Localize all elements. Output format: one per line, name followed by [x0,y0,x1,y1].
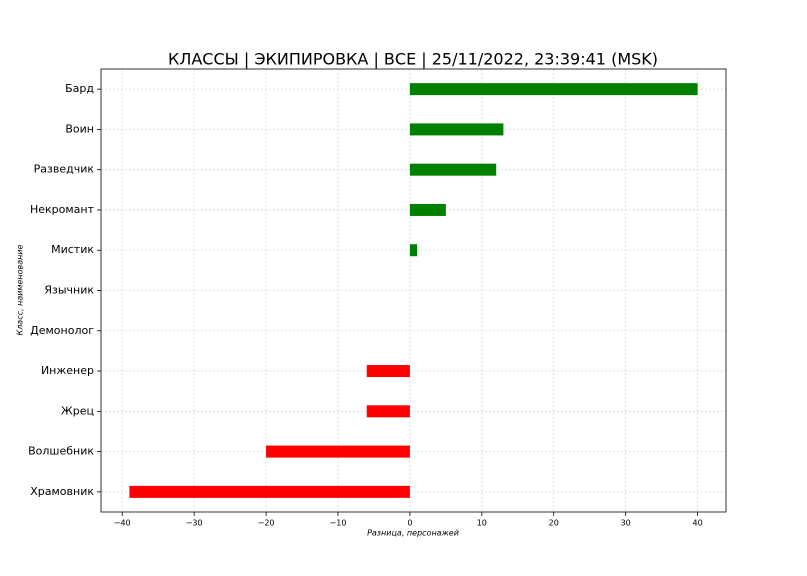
y-tick-label: Воин [65,122,94,135]
y-tick-label: Демонолог [30,324,94,337]
x-tick-label: −10 [330,519,347,528]
y-tick-label: Волшебник [28,445,94,458]
bar [129,485,410,498]
bar [409,83,698,96]
plot-frame [100,68,727,513]
x-tick-label: 10 [477,519,487,528]
bar [409,163,497,176]
y-tick-label: Жрец [61,404,94,417]
y-axis-label: Класс, наименование [16,244,25,335]
x-tick-label: 40 [692,519,702,528]
bar [266,445,410,458]
x-tick-label: 30 [621,519,631,528]
bar [409,244,418,257]
y-tick-label: Бард [65,82,94,95]
bar [366,405,410,418]
y-tick-label: Язычник [44,284,94,297]
x-axis-label: Разница, персонажей [367,529,459,538]
x-tick-label: 20 [549,519,559,528]
y-tick-label: Некромант [30,203,95,216]
chart-title: КЛАССЫ | ЭКИПИРОВКА | ВСЕ | 25/11/2022, … [168,50,658,69]
bar [409,203,446,216]
x-tick-label: 0 [407,519,412,528]
y-tick-label: Инженер [41,364,94,377]
bar [409,123,504,136]
y-tick-label: Храмовник [30,485,94,498]
y-tick-label: Мистик [51,243,94,256]
x-tick-label: −30 [186,519,203,528]
x-tick-label: −20 [258,519,275,528]
bar [366,365,410,378]
x-tick-label: −40 [114,519,131,528]
y-tick-label: Разведчик [34,163,95,176]
